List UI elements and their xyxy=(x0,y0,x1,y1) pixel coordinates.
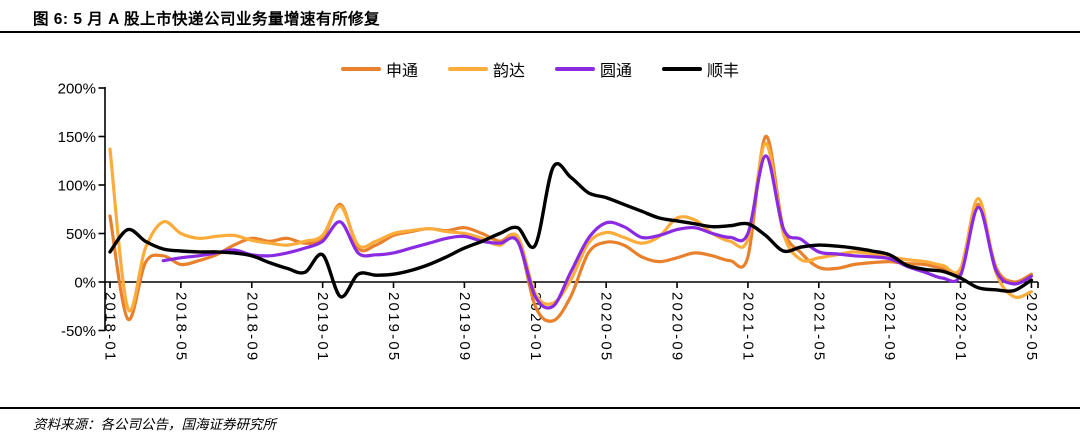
y-tick-label: 100% xyxy=(58,178,96,195)
legend-item-shentong: 申通 xyxy=(340,57,418,81)
y-tick-label: 0% xyxy=(74,275,96,292)
x-tick-label: 2020-09 xyxy=(669,292,686,362)
x-tick-label: 2019-05 xyxy=(385,292,402,362)
x-tick-label: 2021-05 xyxy=(810,292,827,362)
x-tick-label: 2020-01 xyxy=(527,292,544,362)
legend-swatch-yuantong xyxy=(555,67,595,71)
x-tick-label: 2019-09 xyxy=(456,292,473,362)
x-tick-label: 2021-09 xyxy=(881,292,898,362)
legend-label-yuantong: 圆通 xyxy=(600,63,633,80)
series-line-shunfeng xyxy=(108,161,1034,299)
x-tick-label: 2020-05 xyxy=(598,292,615,362)
legend-swatch-shunfeng xyxy=(662,67,703,71)
x-tick-label: 2022-05 xyxy=(1023,292,1040,362)
y-tick-label: 200% xyxy=(58,81,96,98)
footer-divider xyxy=(0,407,1080,409)
x-tick-label: 2022-01 xyxy=(952,292,969,362)
x-tick-label: 2018-01 xyxy=(102,292,119,362)
x-tick-label: 2019-01 xyxy=(314,292,331,362)
title-divider xyxy=(0,31,1080,33)
x-tick-label: 2018-09 xyxy=(243,292,260,362)
legend-label-yunda: 韵达 xyxy=(492,63,525,80)
legend-label-shentong: 申通 xyxy=(385,63,418,80)
legend-item-shunfeng: 顺丰 xyxy=(662,57,739,81)
chart-legend: 申通 韵达 圆通 顺丰 xyxy=(0,57,1080,81)
legend-item-yunda: 韵达 xyxy=(447,57,525,81)
series-line-shentong xyxy=(108,134,1033,323)
legend-swatch-shentong xyxy=(340,67,381,71)
legend-label-shunfeng: 顺丰 xyxy=(707,63,740,80)
x-tick-label: 2018-05 xyxy=(172,292,189,362)
y-tick-label: 150% xyxy=(58,129,96,146)
source-note: 资料来源：各公司公告，国海证券研究所 xyxy=(33,417,276,433)
y-tick-label: -50% xyxy=(61,323,96,340)
x-tick-label: 2021-01 xyxy=(739,292,756,362)
figure-title: 图 6: 5 月 A 股上市快递公司业务量增速有所修复 xyxy=(33,11,381,28)
y-tick-label: 50% xyxy=(66,226,96,243)
legend-item-yuantong: 圆通 xyxy=(555,57,632,81)
series-line-yuantong xyxy=(161,154,1033,310)
series-line-yunda xyxy=(108,141,1033,313)
legend-swatch-yunda xyxy=(447,67,488,71)
